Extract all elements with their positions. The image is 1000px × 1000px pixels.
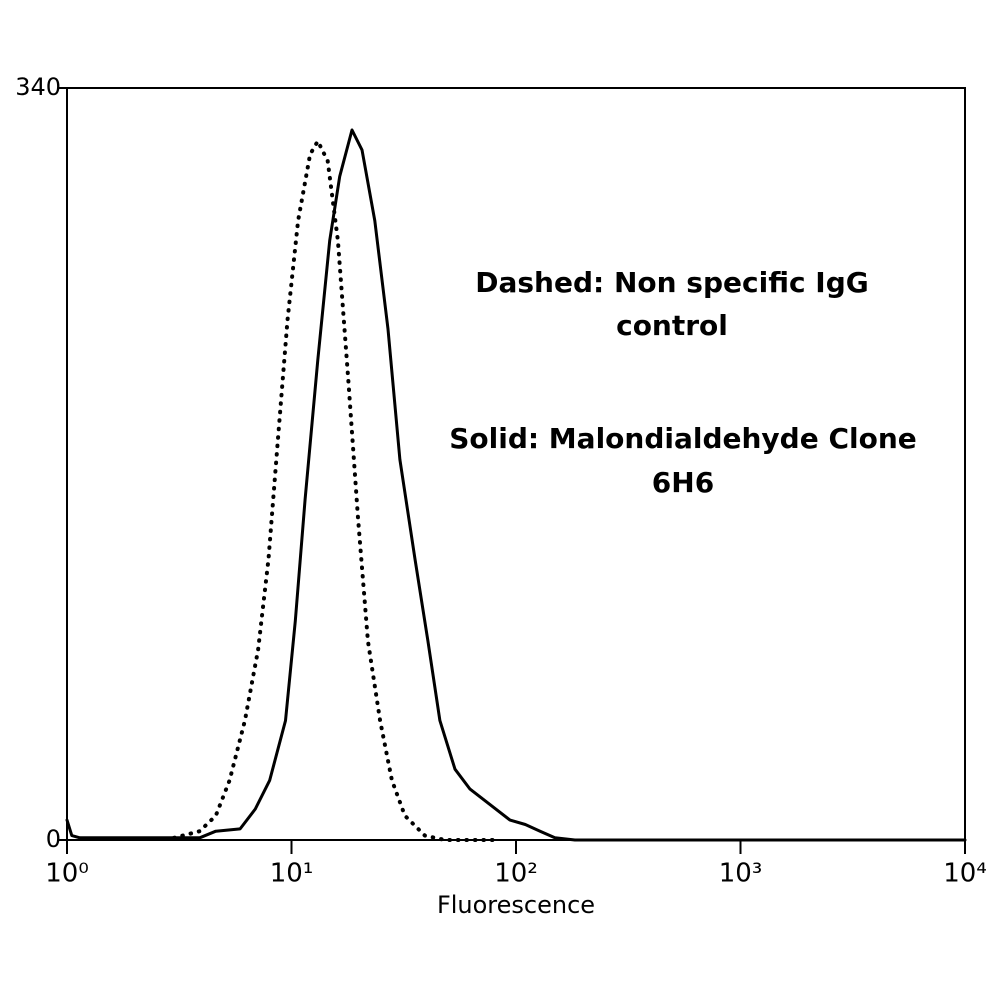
plot-frame [66, 87, 966, 841]
x-tick-label: 10⁴ [943, 859, 987, 889]
x-tick-label: 10² [494, 859, 538, 889]
x-tick-label: 10³ [719, 859, 763, 889]
annotation: control [616, 309, 728, 342]
annotation: Dashed: Non specific IgG [475, 266, 869, 299]
x-axis-label: Fluorescence [437, 891, 595, 919]
annotation: Solid: Malondialdehyde Clone [449, 422, 917, 455]
x-tick-label: 10⁰ [45, 859, 89, 889]
histogram-line [65, 128, 967, 842]
y-tick-label: 0 [46, 825, 61, 853]
x-tick-label: 10¹ [270, 859, 314, 889]
annotation: 6H6 [652, 466, 714, 499]
histogram-line [172, 139, 503, 842]
y-tick-label: 340 [15, 73, 61, 101]
